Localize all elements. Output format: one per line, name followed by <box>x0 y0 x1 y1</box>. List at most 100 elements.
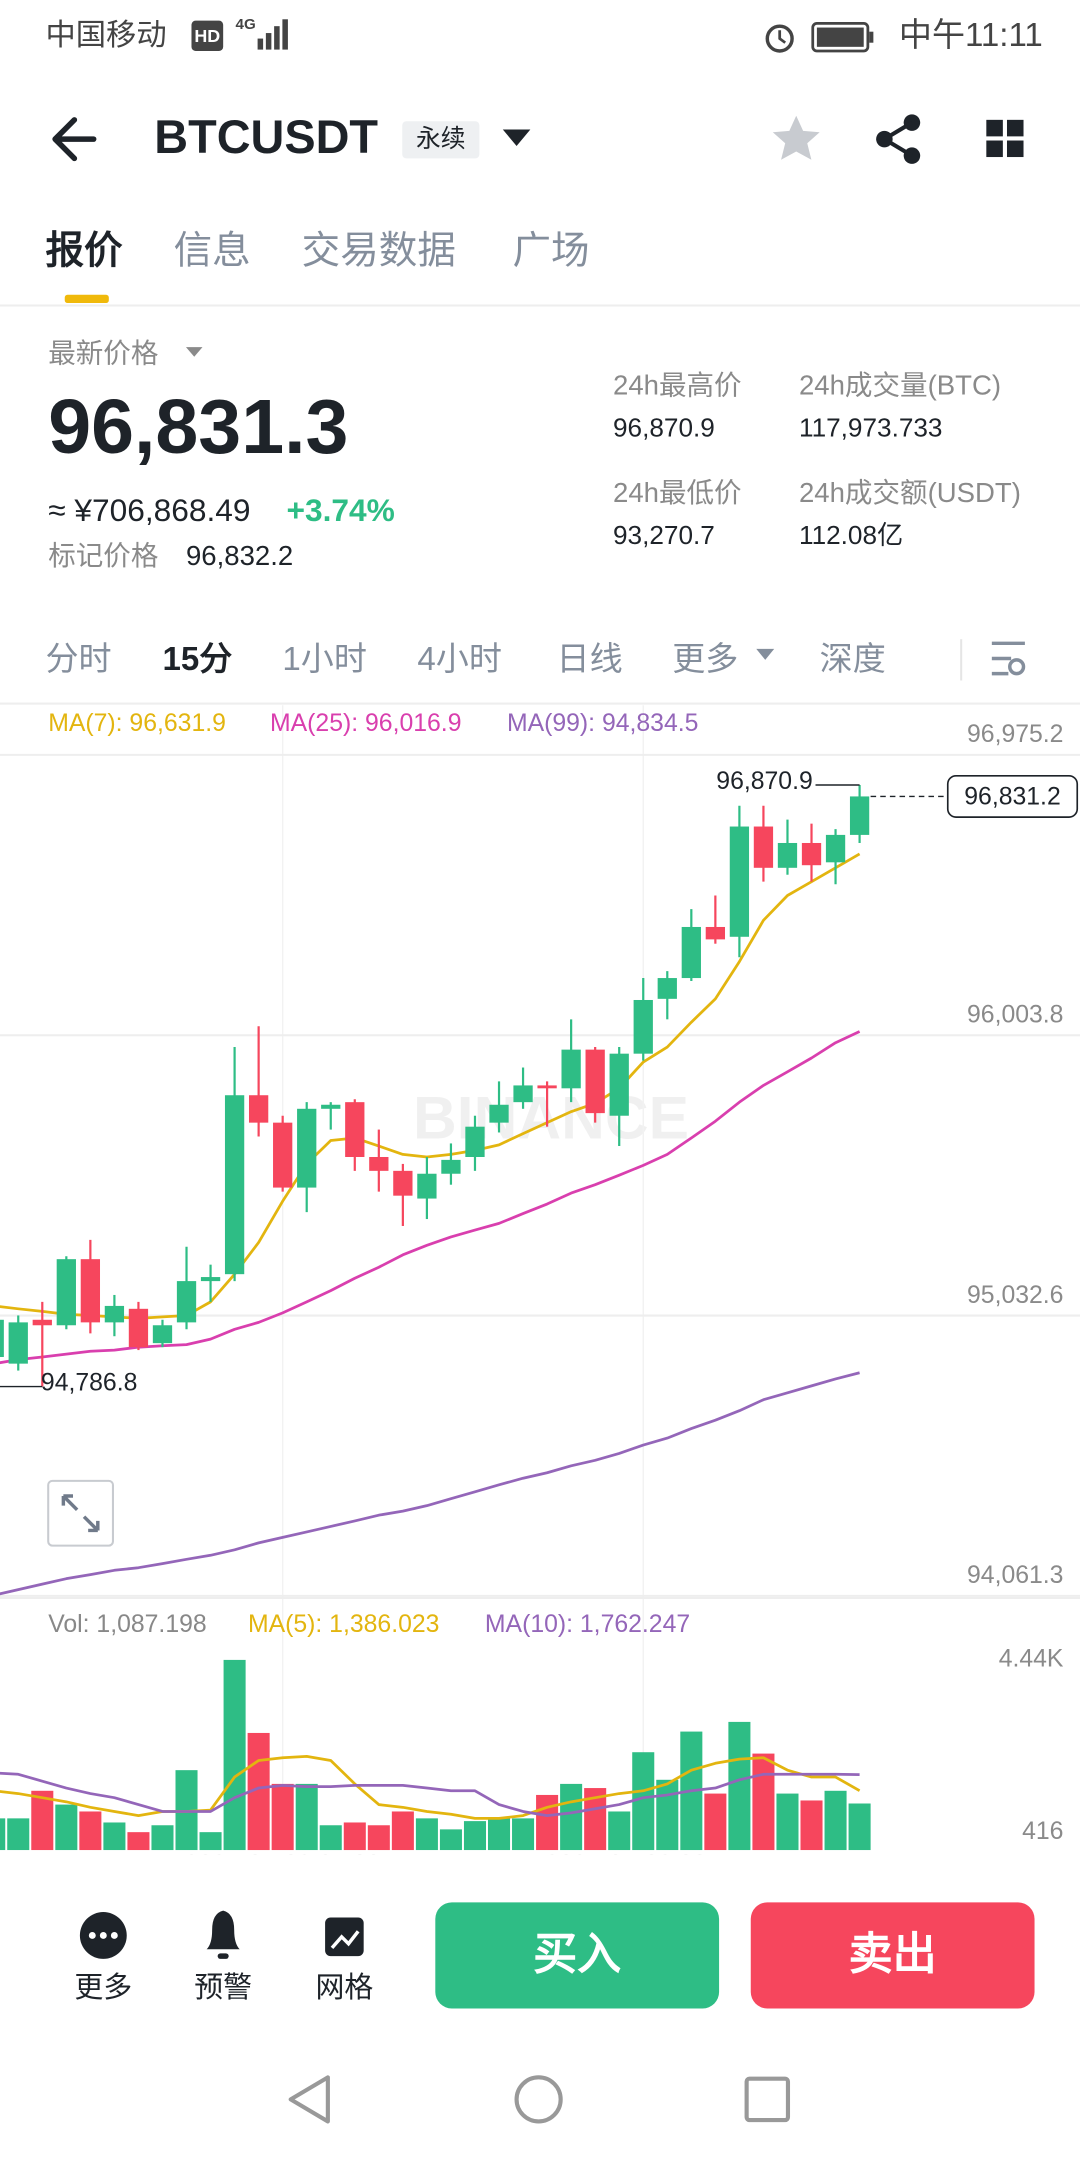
y-tick-label: 94,061.3 <box>967 1562 1063 1589</box>
stat-label: 24h成交量(BTC) <box>799 369 1001 400</box>
tab[interactable]: 交易数据 <box>302 230 456 273</box>
signal-icon <box>257 19 288 50</box>
divider <box>0 702 1080 705</box>
contract: 永续 <box>416 125 466 153</box>
price-dropdown[interactable] <box>185 347 203 357</box>
interval[interactable]: 深度 <box>820 641 886 678</box>
divider <box>960 639 963 681</box>
layout-button[interactable] <box>986 119 1024 158</box>
stat-value: 93,270.7 <box>613 520 715 550</box>
interval[interactable]: 更多 <box>672 641 738 678</box>
interval[interactable]: 分时 <box>45 641 111 678</box>
volume-bar <box>752 1753 775 1851</box>
action-label[interactable]: 预警 <box>194 1972 252 2004</box>
last-price-label: 96,831.2 <box>964 783 1060 810</box>
volume-bar <box>439 1829 462 1851</box>
more-icon[interactable] <box>79 1912 127 1959</box>
volume-bar <box>728 1721 751 1851</box>
candle-body <box>729 826 750 937</box>
volume-ma-line <box>0 1771 860 1817</box>
back-button[interactable] <box>52 117 97 162</box>
candle-body <box>176 1281 197 1323</box>
volume-bar <box>271 1783 294 1851</box>
action-label[interactable]: 更多 <box>74 1972 132 2004</box>
interval[interactable]: 日线 <box>557 641 623 678</box>
last-price-tag <box>946 774 1079 818</box>
volume-bar <box>848 1803 871 1851</box>
tab[interactable]: 广场 <box>512 230 589 273</box>
hd-text: HD <box>194 26 220 46</box>
last-price: 96,831.3 <box>48 384 348 470</box>
volume-bar <box>560 1783 583 1851</box>
candle-body <box>56 1259 76 1326</box>
candle-body <box>609 1053 629 1116</box>
stat-value: 96,870.9 <box>613 413 715 443</box>
chart-settings-button[interactable] <box>991 641 1026 676</box>
volume-bar <box>632 1752 655 1851</box>
volume-bar <box>608 1811 631 1851</box>
volume-bar <box>0 1818 6 1851</box>
candle-body <box>633 999 653 1054</box>
tab[interactable]: 信息 <box>174 230 251 273</box>
legend-entry: Vol: 1,087.198 <box>48 1611 206 1638</box>
chart-area: BINANCE2025-01-02 05:002025-01-02 08:459… <box>0 705 1080 1878</box>
y-tick-label: 96,003.8 <box>967 1002 1063 1029</box>
nav-recent[interactable] <box>744 2076 791 2123</box>
interval[interactable]: 1小时 <box>282 641 366 678</box>
volume-bar <box>536 1794 559 1851</box>
volume-bar <box>319 1825 342 1851</box>
ma-line <box>0 1371 860 1596</box>
buy-button[interactable] <box>435 1902 720 2009</box>
candle-body <box>369 1156 389 1171</box>
sell-label[interactable]: 卖出 <box>849 1930 937 1979</box>
stat-label: 24h最高价 <box>613 369 742 400</box>
stat-label: 24h成交额(USDT) <box>799 477 1021 508</box>
interval[interactable]: 4小时 <box>417 641 501 678</box>
tab[interactable]: 报价 <box>45 230 123 273</box>
stat-value: 117,973.733 <box>799 413 943 443</box>
candle-body <box>80 1259 101 1323</box>
candle-body <box>0 1319 4 1358</box>
symbol-dropdown[interactable] <box>502 129 531 147</box>
y-tick-label: 95,032.6 <box>967 1282 1063 1309</box>
candle-body <box>417 1173 437 1199</box>
legend-entry: MA(5): 1,386.023 <box>248 1611 439 1638</box>
more-dropdown[interactable] <box>756 648 775 660</box>
action-label[interactable]: 网格 <box>315 1972 373 2004</box>
candle-body <box>825 834 846 863</box>
volume-bar <box>391 1811 414 1851</box>
candle-body <box>152 1325 173 1344</box>
legend-entry: MA(25): 96,016.9 <box>270 710 461 737</box>
tab-indicator <box>64 294 109 304</box>
candle-body <box>128 1308 149 1348</box>
candle-body <box>849 796 870 835</box>
expand-button[interactable] <box>47 1479 114 1547</box>
stat-value: 112.08亿 <box>799 520 903 550</box>
favorite-button[interactable] <box>772 115 820 160</box>
share-button[interactable] <box>876 114 921 164</box>
legend-entry: MA(10): 1,762.247 <box>485 1611 690 1638</box>
candle-body <box>513 1085 533 1103</box>
volume-bar <box>103 1822 126 1851</box>
volume-bar <box>31 1790 54 1851</box>
volume-bar <box>151 1825 174 1851</box>
symbol: BTCUSDT <box>154 111 378 163</box>
sell-button[interactable] <box>750 1902 1035 2009</box>
interval[interactable]: 15分 <box>163 641 233 678</box>
battery-icon <box>811 22 874 53</box>
nav-home[interactable] <box>514 2075 563 2124</box>
grid-icon[interactable] <box>325 1917 364 1957</box>
alert-icon[interactable] <box>206 1910 240 1959</box>
volume-bar <box>415 1818 438 1851</box>
legend-entry: MA(99): 94,834.5 <box>507 710 698 737</box>
candle-body <box>273 1122 293 1188</box>
candle-body <box>321 1104 341 1109</box>
buy-label[interactable]: 买入 <box>533 1930 621 1979</box>
contract-tag <box>402 121 480 159</box>
candle-body <box>393 1170 413 1196</box>
candle-body <box>537 1085 557 1089</box>
volume-bar <box>295 1783 318 1851</box>
volume-bar <box>199 1832 222 1851</box>
nav-back[interactable] <box>288 2075 330 2124</box>
